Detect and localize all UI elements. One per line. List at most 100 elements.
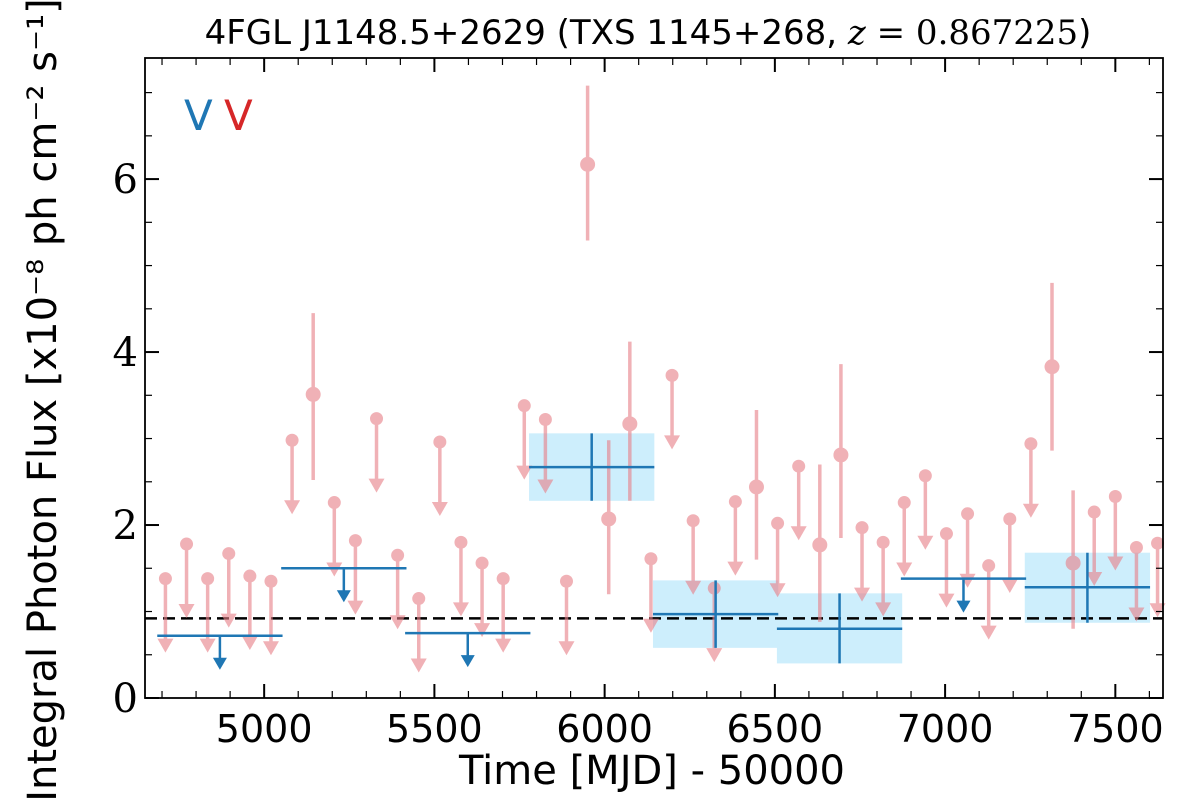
upper-limit-arrow	[199, 638, 216, 653]
y-tick-label: 6	[113, 157, 138, 203]
upper-limit-point	[391, 548, 405, 562]
upper-limit-point	[1087, 505, 1101, 519]
long-bin-limit-arrow	[956, 600, 971, 613]
upper-limit-arrow	[220, 613, 237, 628]
upper-limit-point	[370, 412, 384, 426]
plot-frame	[144, 57, 1164, 699]
upper-limit-point	[475, 556, 489, 570]
upper-limit-arrow	[642, 618, 659, 633]
upper-limit-point	[982, 559, 996, 573]
upper-limit-arrow	[452, 602, 469, 617]
upper-limit-point	[918, 469, 932, 483]
upper-limit-arrow	[1086, 572, 1103, 587]
data-point	[833, 447, 849, 463]
x-axis-label: Time [MJD] - 50000	[458, 748, 845, 794]
upper-limit-arrow	[326, 562, 343, 577]
upper-limit-point	[707, 581, 721, 595]
upper-limit-point	[1129, 541, 1143, 555]
upper-limit-arrow	[157, 638, 174, 653]
upper-limit-point	[433, 435, 447, 449]
data-point	[748, 479, 764, 495]
data-point	[812, 537, 828, 553]
upper-limit-arrow	[495, 638, 512, 653]
upper-limit-point	[686, 514, 700, 528]
upper-limit-arrow	[727, 561, 744, 576]
y-axis-label: Integral Photon Flux [x10⁻⁸ ph cm⁻² s⁻¹]	[20, 0, 66, 800]
upper-limit-point	[496, 572, 510, 586]
upper-limit-point	[876, 535, 890, 549]
x-tick-label: 5000	[216, 707, 313, 751]
upper-limit-arrow	[706, 648, 723, 663]
upper-limit-point	[792, 459, 806, 473]
legend-mark-1: V	[184, 91, 213, 140]
long-bin-limit-arrow	[336, 590, 351, 603]
upper-limit-arrow	[1022, 503, 1039, 518]
upper-limit-arrow	[664, 435, 681, 450]
upper-limit-arrow	[1001, 578, 1018, 593]
upper-limit-point	[222, 547, 236, 561]
title-z-value: = 0.867225	[866, 13, 1078, 53]
data-point	[1065, 555, 1081, 571]
axes: 5000 5500 6000 6500 7000 7500 0 2 4 6	[113, 57, 1164, 751]
upper-limit-arrow	[558, 641, 575, 656]
upper-limit-point	[644, 552, 658, 566]
upper-limit-point	[559, 574, 573, 588]
data-point	[305, 386, 321, 402]
data-point	[580, 156, 596, 172]
upper-limit-point	[327, 496, 341, 510]
x-tick-label: 6000	[556, 707, 653, 751]
data-point	[622, 416, 638, 432]
upper-limit-arrow	[537, 479, 554, 494]
chart-title: 4FGL J1148.5+2629 (TXS 1145+268, z = 0.8…	[205, 13, 1092, 53]
data-point	[1044, 359, 1060, 375]
legend-mark-2: V	[224, 91, 253, 140]
upper-limit-arrow	[875, 602, 892, 617]
upper-limit-point	[1003, 512, 1017, 526]
upper-limit-point	[264, 574, 278, 588]
upper-limit-point	[538, 413, 552, 427]
data-point	[601, 511, 617, 527]
upper-limit-point	[855, 521, 869, 535]
short-bin-series	[157, 85, 1166, 673]
y-tick-label: 0	[113, 676, 138, 722]
x-tick-label: 7000	[897, 707, 994, 751]
upper-limit-point	[771, 516, 785, 530]
upper-limit-point	[897, 496, 911, 510]
upper-limit-point	[1108, 489, 1122, 503]
upper-limit-arrow	[431, 502, 448, 516]
upper-limit-point	[1151, 536, 1165, 550]
upper-limit-arrow	[410, 658, 427, 673]
upper-limit-arrow	[368, 478, 385, 493]
title-main: 4FGL J1148.5+2629 (TXS 1145+268,	[205, 13, 848, 53]
upper-limit-point	[939, 527, 953, 541]
x-tick-label: 7500	[1067, 707, 1164, 751]
upper-limit-point	[243, 569, 257, 583]
upper-limit-arrow	[516, 465, 533, 480]
upper-limit-point	[1024, 437, 1038, 451]
upper-limit-arrow	[284, 500, 301, 515]
upper-limit-point	[412, 592, 426, 606]
upper-limit-point	[728, 495, 742, 509]
upper-limit-point	[201, 572, 215, 586]
upper-limit-point	[348, 534, 362, 548]
title-close: )	[1078, 13, 1091, 53]
y-tick-label: 4	[113, 330, 138, 376]
upper-limit-arrow	[262, 641, 279, 656]
upper-limit-arrow	[959, 573, 976, 588]
upper-limit-arrow	[1149, 603, 1166, 618]
long-bin-limit-arrow	[212, 657, 227, 670]
upper-limit-point	[665, 368, 679, 382]
upper-limit-arrow	[896, 562, 913, 577]
upper-limit-point	[180, 537, 194, 551]
x-tick-label: 6500	[727, 707, 824, 751]
upper-limit-arrow	[1128, 607, 1145, 622]
upper-limit-arrow	[790, 526, 807, 541]
upper-limit-arrow	[1107, 556, 1124, 571]
upper-limit-arrow	[938, 593, 955, 608]
upper-limit-arrow	[854, 587, 871, 602]
plot-area	[145, 85, 1166, 673]
upper-limit-point	[158, 572, 172, 586]
x-tick-label: 5500	[386, 707, 483, 751]
